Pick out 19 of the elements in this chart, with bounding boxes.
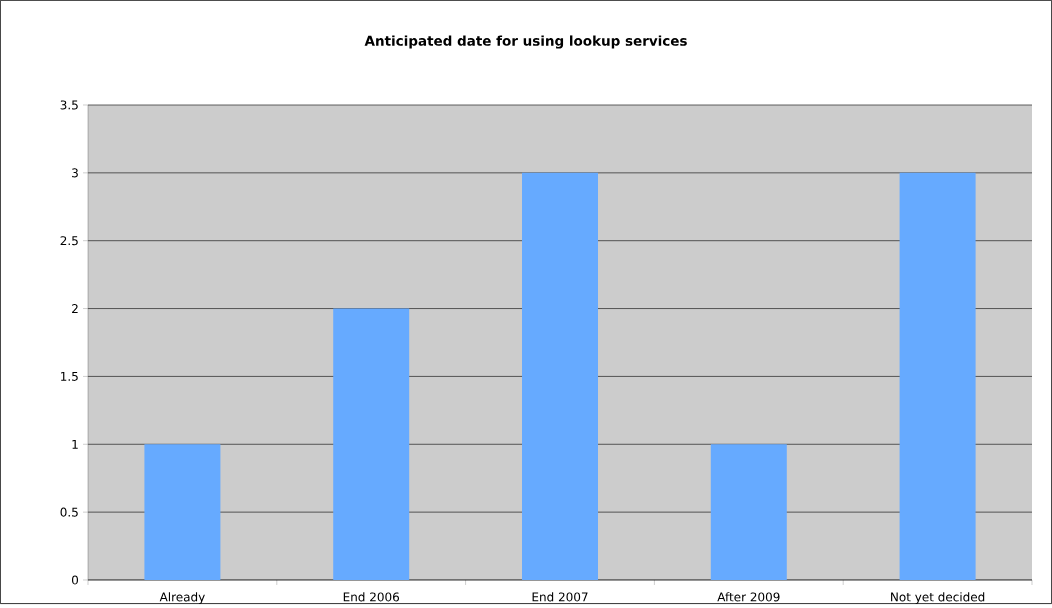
chart-title: Anticipated date for using lookup services (364, 35, 687, 49)
x-tick-label: Already (159, 592, 205, 604)
bar (522, 172, 598, 581)
bar (333, 308, 410, 581)
y-tick-label: 0 (71, 575, 79, 585)
x-tick-label: Not yet decided (891, 592, 985, 604)
bar (144, 444, 221, 581)
x-tick-label: After 2009 (717, 592, 780, 602)
y-tick-label: 1 (72, 439, 78, 449)
y-tick-label: 3 (72, 168, 78, 178)
bar (710, 444, 787, 581)
y-tick-label: 1.5 (61, 372, 78, 381)
y-tick-label: 0.5 (60, 507, 78, 517)
x-tick-label: End 2007 (532, 592, 588, 602)
x-tick-label: End 2006 (343, 592, 400, 602)
y-tick-label: 2 (72, 304, 78, 314)
bar (899, 172, 976, 581)
y-tick-label: 3.5 (60, 100, 78, 110)
y-tick-label: 2.5 (60, 236, 78, 246)
